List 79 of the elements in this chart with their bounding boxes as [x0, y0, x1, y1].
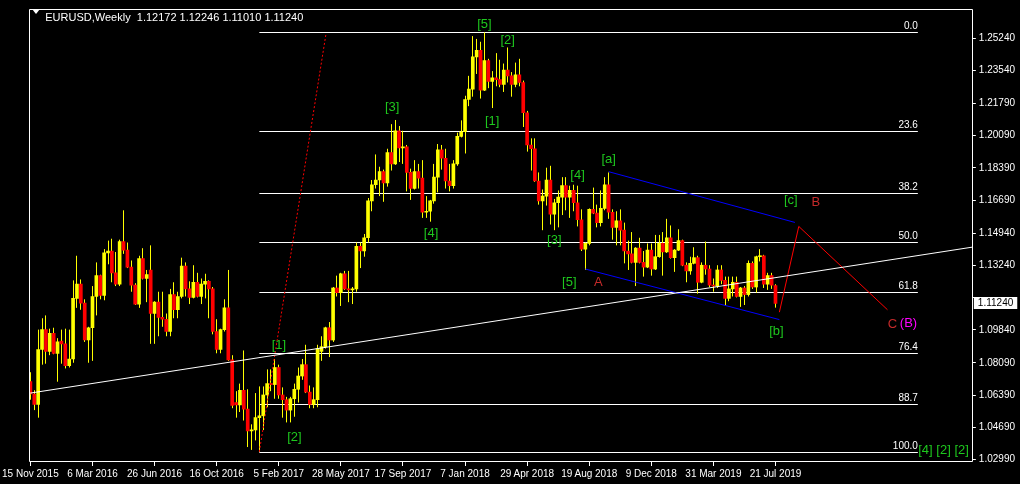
- x-tick-label: 31 Mar 2019: [685, 467, 742, 479]
- candlestick: [552, 198, 557, 231]
- y-tick-label: 1.08090: [978, 356, 1016, 368]
- annotation: A: [594, 273, 603, 289]
- candlestick: [339, 272, 343, 307]
- y-tick-label: 1.18390: [978, 161, 1016, 173]
- x-tick-label: 7 Jan 2018: [440, 467, 491, 479]
- x-tick-label: 9 Dec 2018: [625, 467, 678, 479]
- x-tick-label: 17 Sep 2017: [374, 467, 432, 479]
- annotation: [2]: [500, 32, 515, 48]
- y-tick-label: 1.13240: [978, 259, 1016, 271]
- chart-title: EURUSD,Weekly 1.12172 1.12246 1.11010 1.11240: [45, 11, 304, 24]
- x-tick-label: 15 Nov 2015: [2, 467, 60, 479]
- y-tick-label: 1.21790: [978, 97, 1016, 109]
- x-tick-label: 19 Aug 2018: [561, 467, 618, 479]
- ref-line-label: 61.8: [898, 280, 919, 292]
- candlestick: [486, 58, 491, 89]
- candlestick: [494, 52, 498, 87]
- annotation: B: [811, 193, 821, 209]
- ref-line-label: 50.0: [898, 230, 919, 242]
- x-tick-label: 26 Jun 2016: [127, 467, 183, 479]
- text: 1.11240: [977, 296, 1014, 308]
- x-tick-label: 29 Apr 2018: [500, 467, 555, 479]
- ref-line-label: 23.6: [898, 119, 919, 131]
- candlestick: [653, 234, 658, 271]
- annotation: [4]: [570, 167, 585, 183]
- annotation: [5]: [562, 273, 577, 289]
- y-tick-label: 1.04690: [978, 421, 1016, 433]
- candlestick: [397, 125, 401, 163]
- annotation: [5]: [477, 15, 492, 31]
- candlestick: [199, 277, 203, 305]
- candlestick: [195, 272, 200, 298]
- annotation: [a]: [601, 151, 616, 167]
- candlestick: [567, 185, 572, 219]
- annotation: [b]: [769, 322, 784, 338]
- x-tick-label: 6 Mar 2016: [67, 467, 119, 479]
- candlestick: [490, 70, 495, 109]
- candlestick: [47, 328, 52, 356]
- y-tick-label: 1.25240: [978, 31, 1016, 43]
- x-tick-label: 28 May 2017: [311, 467, 371, 479]
- candlestick: [633, 246, 638, 287]
- annotation: [c]: [783, 191, 798, 207]
- candlestick: [665, 218, 669, 254]
- y-tick-label: 1.16690: [978, 193, 1016, 205]
- ref-line-label: 0.0: [903, 20, 919, 32]
- annotation: [4] [2] [2]: [918, 441, 969, 457]
- candlestick: [245, 388, 250, 448]
- y-tick-label: 1.20090: [978, 129, 1016, 141]
- candlestick: [144, 269, 149, 303]
- y-tick-label: 1.23540: [978, 64, 1016, 76]
- annotation: [1]: [484, 112, 500, 128]
- y-tick-label: 1.02990: [978, 453, 1016, 465]
- candlestick: [424, 195, 429, 219]
- y-tick-label: 1.09840: [978, 323, 1016, 335]
- x-tick-label: 5 Feb 2017: [253, 467, 305, 479]
- annotation: (B): [899, 315, 918, 331]
- ref-line-label: 88.7: [898, 392, 919, 404]
- annotation: C: [887, 316, 898, 332]
- annotation: [2]: [287, 429, 302, 444]
- candlestick: [63, 328, 68, 369]
- annotation: [3]: [384, 98, 400, 114]
- candlestick: [661, 231, 665, 277]
- ref-line-label: 38.2: [898, 181, 919, 193]
- candlestick: [649, 242, 654, 277]
- annotation: [1]: [271, 336, 287, 352]
- y-tick-label: 1.14940: [978, 226, 1016, 238]
- candlestick: [727, 276, 731, 302]
- candlestick: [160, 291, 165, 328]
- ref-line-label: 76.4: [898, 341, 919, 353]
- ref-line-label: 100.0: [892, 440, 919, 452]
- candlestick: [44, 314, 48, 365]
- candlestick: [715, 264, 720, 289]
- annotation: [4]: [423, 225, 439, 241]
- candlestick: [110, 238, 114, 283]
- candlestick: [257, 385, 262, 453]
- x-tick-label: 21 Jul 2019: [749, 467, 802, 479]
- y-tick-label: 1.06390: [978, 388, 1016, 400]
- x-tick-label: 16 Oct 2016: [189, 467, 245, 479]
- candlestick: [556, 189, 560, 228]
